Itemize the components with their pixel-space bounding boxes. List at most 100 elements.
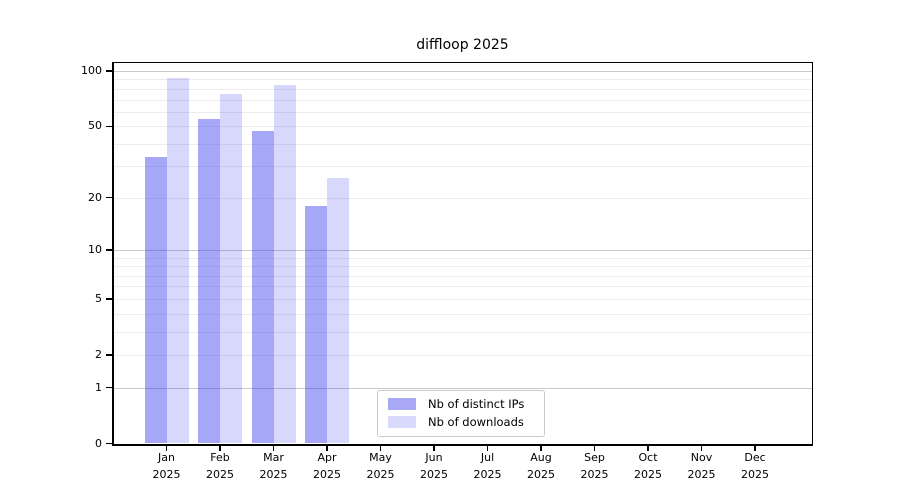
top-spine (113, 61, 813, 63)
left-spine (111, 61, 114, 446)
x-label-year: 2025 (206, 467, 234, 481)
x-tick-label-aug: Aug 2025 (509, 450, 573, 483)
bar-distinct-ips-apr (305, 205, 327, 444)
legend: Nb of distinct IPs Nb of downloads (377, 389, 545, 437)
minor-gridline (113, 197, 812, 199)
x-tick-label-apr: Apr 2025 (295, 450, 359, 483)
legend-label-downloads: Nb of downloads (428, 414, 524, 429)
x-label-year: 2025 (420, 467, 448, 481)
plot-area: Nb of distinct IPs Nb of downloads (113, 62, 812, 444)
x-tick-label-oct: Oct 2025 (616, 450, 680, 483)
bar-distinct-ips-mar (251, 131, 274, 444)
x-tick-mark (486, 446, 489, 451)
x-label-year: 2025 (259, 467, 288, 481)
x-label-year: 2025 (366, 467, 395, 481)
x-tick-label-jun: Jun 2025 (402, 450, 466, 483)
bar-downloads-feb (220, 94, 242, 444)
bar-distinct-ips-feb (198, 118, 220, 444)
x-tick-mark (647, 446, 649, 451)
x-tick-mark (326, 446, 328, 451)
x-tick-mark (433, 446, 435, 451)
x-label-month: Feb (210, 451, 230, 464)
minor-gridline (113, 331, 812, 333)
x-label-month: Jun (425, 451, 443, 464)
bottom-spine (111, 443, 813, 446)
x-tick-mark (593, 446, 596, 451)
x-label-month: Jan (158, 451, 175, 464)
legend-item-distinct-ips: Nb of distinct IPs (388, 396, 534, 414)
x-tick-mark (700, 446, 703, 451)
y-tick-mark (106, 197, 112, 199)
y-tick-mark (106, 249, 112, 251)
y-tick-label: 100 (81, 64, 102, 78)
y-tick-mark (106, 442, 112, 445)
x-tick-mark (754, 446, 756, 451)
legend-item-downloads: Nb of downloads (388, 413, 534, 431)
minor-gridline (113, 79, 812, 81)
x-tick-mark (272, 446, 275, 451)
right-spine (811, 61, 813, 446)
legend-swatch-distinct-ips (388, 398, 416, 411)
x-tick-label-sep: Sep 2025 (563, 450, 627, 483)
minor-gridline (113, 313, 812, 315)
minor-gridline (113, 275, 812, 277)
x-label-year: 2025 (152, 467, 181, 481)
x-label-year: 2025 (313, 467, 341, 481)
x-tick-label-nov: Nov 2025 (670, 450, 734, 483)
x-label-month: Jul (480, 451, 495, 464)
y-tick-mark (106, 125, 112, 127)
x-tick-label-mar: Mar 2025 (242, 450, 306, 483)
legend-label-distinct-ips: Nb of distinct IPs (428, 397, 525, 412)
bar-distinct-ips-jan (144, 156, 167, 444)
y-tick-mark (106, 354, 112, 356)
major-gridline (113, 249, 812, 251)
y-tick-label: 1 (95, 380, 102, 394)
minor-gridline (113, 286, 812, 288)
x-label-month: Oct (638, 451, 658, 464)
minor-gridline (113, 298, 812, 300)
y-tick-label: 10 (88, 242, 102, 256)
legend-swatch-downloads (388, 415, 416, 428)
y-tick-mark (106, 298, 112, 300)
x-label-month: Sep (584, 451, 605, 464)
y-tick-label: 2 (95, 347, 102, 361)
bar-downloads-jan (166, 77, 189, 444)
minor-gridline (113, 143, 812, 145)
minor-gridline (113, 354, 812, 356)
minor-gridline (113, 257, 812, 259)
x-tick-mark (379, 446, 382, 451)
x-label-year: 2025 (687, 467, 716, 481)
x-label-month: Dec (744, 451, 766, 464)
x-label-month: Apr (317, 451, 337, 464)
x-label-year: 2025 (473, 467, 502, 481)
minor-gridline (113, 88, 812, 90)
minor-gridline (113, 126, 812, 128)
x-label-year: 2025 (580, 467, 609, 481)
x-label-month: Nov (690, 451, 713, 464)
bar-downloads-apr (327, 177, 349, 444)
x-label-year: 2025 (741, 467, 769, 481)
x-label-year: 2025 (527, 467, 555, 481)
y-tick-label: 5 (95, 291, 102, 305)
x-tick-label-jan: Jan 2025 (135, 450, 199, 483)
y-tick-mark (106, 386, 112, 389)
chart-title: diffloop 2025 (416, 37, 509, 53)
x-label-month: May (369, 451, 392, 464)
major-gridline (113, 71, 812, 73)
minor-gridline (113, 111, 812, 113)
y-tick-label: 50 (88, 119, 102, 133)
major-gridline (113, 387, 812, 389)
minor-gridline (113, 266, 812, 268)
y-tick-label: 20 (88, 190, 102, 204)
y-tick-label: 0 (95, 436, 102, 450)
x-label-month: Aug (530, 451, 552, 464)
x-tick-label-feb: Feb 2025 (188, 450, 252, 483)
y-tick-mark (106, 70, 112, 72)
x-label-month: Mar (263, 451, 284, 464)
x-tick-mark (165, 446, 168, 451)
minor-gridline (113, 166, 812, 168)
x-tick-mark (540, 446, 542, 451)
minor-gridline (113, 99, 812, 101)
bar-downloads-mar (273, 84, 296, 444)
